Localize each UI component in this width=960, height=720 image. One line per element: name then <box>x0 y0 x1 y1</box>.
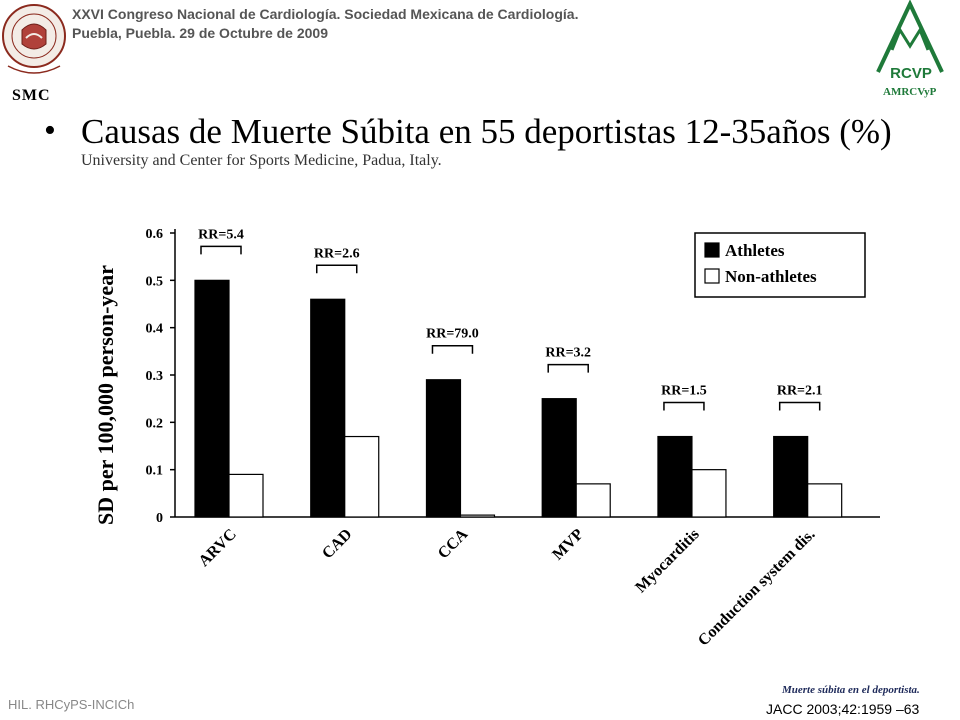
x-tick-label: Myocarditis <box>632 526 702 596</box>
smc-logo <box>0 0 68 86</box>
smc-seal-icon <box>2 4 66 74</box>
bar-chart: 00.10.20.30.40.50.6 RR=5.4RR=2.6RR=79.0R… <box>93 227 880 649</box>
x-tick-label: CCA <box>435 525 472 562</box>
rr-label: RR=79.0 <box>426 327 479 342</box>
bars <box>194 279 843 518</box>
legend-label: Non-athletes <box>725 267 817 286</box>
x-tick-label: CAD <box>319 526 356 563</box>
rr-bracket <box>315 264 358 274</box>
legend-swatch <box>704 242 720 258</box>
rr-bracket <box>547 363 589 373</box>
rr-bracket <box>663 401 705 411</box>
legend-swatch <box>704 268 720 284</box>
title-bullet: • <box>44 112 56 149</box>
y-tick-label: 0.4 <box>146 322 164 337</box>
legend-box <box>694 232 866 298</box>
bar-non-athletes <box>459 514 496 518</box>
legend-label: Athletes <box>725 241 785 260</box>
slide-title: Causas de Muerte Súbita en 55 deportista… <box>81 112 892 151</box>
y-axis: 0 0.1 0.2 0.3 0.4 0.5 0.6 <box>146 227 880 526</box>
legend: Athletes Non-athletes <box>694 232 866 298</box>
footer-author: HIL. RHCyPS-INCICh <box>8 697 135 712</box>
rr-bracket <box>200 245 242 255</box>
footer-reference: JACC 2003;42:1959 –63 <box>766 701 920 717</box>
rcvp-logo: RCVP <box>872 0 950 82</box>
x-tick-label: ARVC <box>196 526 240 570</box>
bar-non-athletes <box>228 473 264 518</box>
x-tick-label: Conduction system dis. <box>695 526 819 650</box>
smc-label: SMC <box>12 87 51 104</box>
rr-label: RR=5.4 <box>198 227 244 242</box>
bar-athletes <box>541 398 577 518</box>
rcvp-mark-text: RCVP <box>890 65 932 82</box>
bar-non-athletes <box>575 483 611 518</box>
y-tick-label: 0.6 <box>146 227 164 242</box>
bar-non-athletes <box>691 469 727 518</box>
rr-label: RR=2.1 <box>777 384 823 399</box>
conference-title: XXVI Congreso Nacional de Cardiología. S… <box>72 6 579 22</box>
rr-label: RR=3.2 <box>545 346 591 361</box>
slide-subtitle: University and Center for Sports Medicin… <box>81 152 442 169</box>
rcvp-mountain-icon: RCVP <box>876 0 944 82</box>
rr-bracket <box>778 401 821 411</box>
bar-non-athletes <box>807 483 843 518</box>
rr-bracket <box>431 344 474 354</box>
rcvp-label: AMRCVyP <box>883 86 937 98</box>
y-tick-label: 0 <box>156 511 163 526</box>
rr-annotations: RR=5.4 RR=2.6 RR=79.0 RR=3.2 RR=1.5 RR=2.1 <box>198 227 823 411</box>
x-tick-label: MVP <box>549 526 587 564</box>
y-tick-label: 0.2 <box>146 416 164 431</box>
bar-athletes <box>310 298 346 518</box>
bar-athletes <box>657 435 693 518</box>
y-tick-label: 0.5 <box>146 274 164 289</box>
rr-label: RR=1.5 <box>661 384 707 399</box>
conference-location-date: Puebla, Puebla. 29 de Octubre de 2009 <box>72 25 328 41</box>
footer-topic: Muerte súbita en el deportista. <box>782 684 920 696</box>
y-tick-label: 0.1 <box>146 464 164 479</box>
bar-athletes <box>194 279 230 518</box>
bar-athletes <box>773 435 809 518</box>
bar-athletes <box>425 379 462 518</box>
y-tick-label: 0.3 <box>146 369 164 384</box>
rr-label: RR=2.6 <box>314 246 360 261</box>
y-axis-label: SD per 100,000 person-year <box>93 265 118 525</box>
bar-non-athletes <box>344 435 380 518</box>
